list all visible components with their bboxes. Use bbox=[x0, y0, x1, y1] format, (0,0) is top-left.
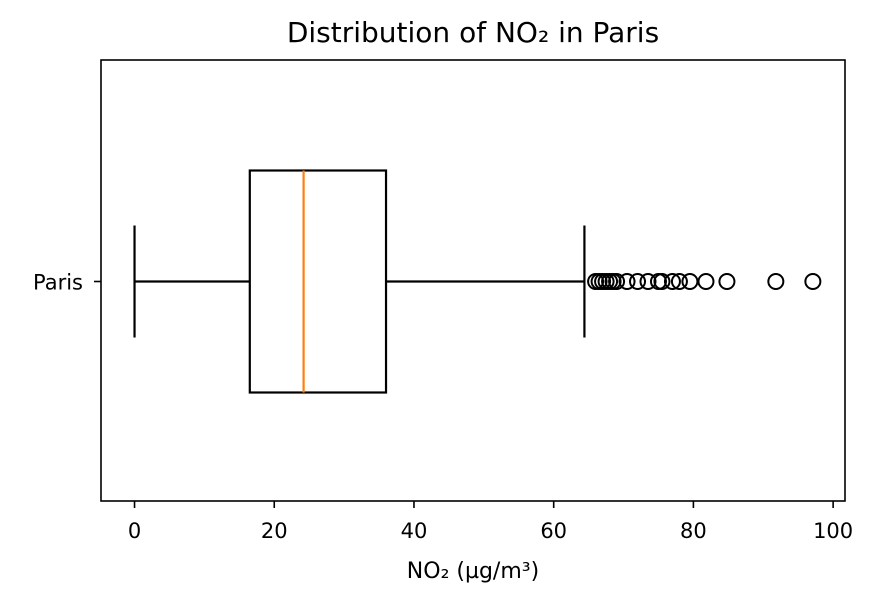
outlier-point bbox=[681, 273, 699, 290]
axes-frame bbox=[100, 59, 846, 502]
x-tick-label: 40 bbox=[401, 519, 428, 543]
x-axis-ticks: 0 20 40 60 80 100 bbox=[128, 501, 853, 543]
y-axis-ticks: Paris bbox=[33, 271, 101, 295]
outlier-point bbox=[653, 273, 671, 290]
x-tick-label: 80 bbox=[680, 519, 707, 543]
outlier-point bbox=[697, 273, 715, 290]
outlier-point bbox=[639, 273, 657, 290]
x-tick-label: 60 bbox=[540, 519, 567, 543]
chart-title: Distribution of NO₂ in Paris bbox=[287, 16, 659, 49]
outlier-point bbox=[618, 273, 636, 290]
x-tick-label: 20 bbox=[261, 519, 288, 543]
outlier-point bbox=[649, 273, 667, 290]
outlier-point bbox=[663, 273, 681, 290]
x-axis-label: NO₂ (µg/m³) bbox=[407, 559, 539, 584]
outlier-point bbox=[718, 273, 736, 290]
outlier-point bbox=[804, 273, 822, 290]
x-tick-label: 100 bbox=[813, 519, 853, 543]
x-tick-label: 0 bbox=[128, 519, 141, 543]
plot-area bbox=[133, 169, 822, 394]
outlier-point bbox=[670, 273, 688, 290]
outlier-point bbox=[629, 273, 647, 290]
y-tick-label: Paris bbox=[33, 271, 83, 295]
outlier-point bbox=[767, 273, 785, 290]
box-iqr bbox=[248, 169, 388, 394]
outlier-point bbox=[608, 273, 626, 290]
